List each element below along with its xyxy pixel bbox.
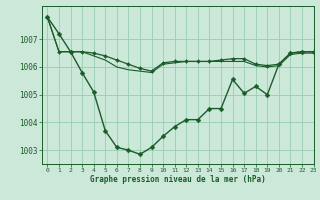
X-axis label: Graphe pression niveau de la mer (hPa): Graphe pression niveau de la mer (hPa) <box>90 175 266 184</box>
